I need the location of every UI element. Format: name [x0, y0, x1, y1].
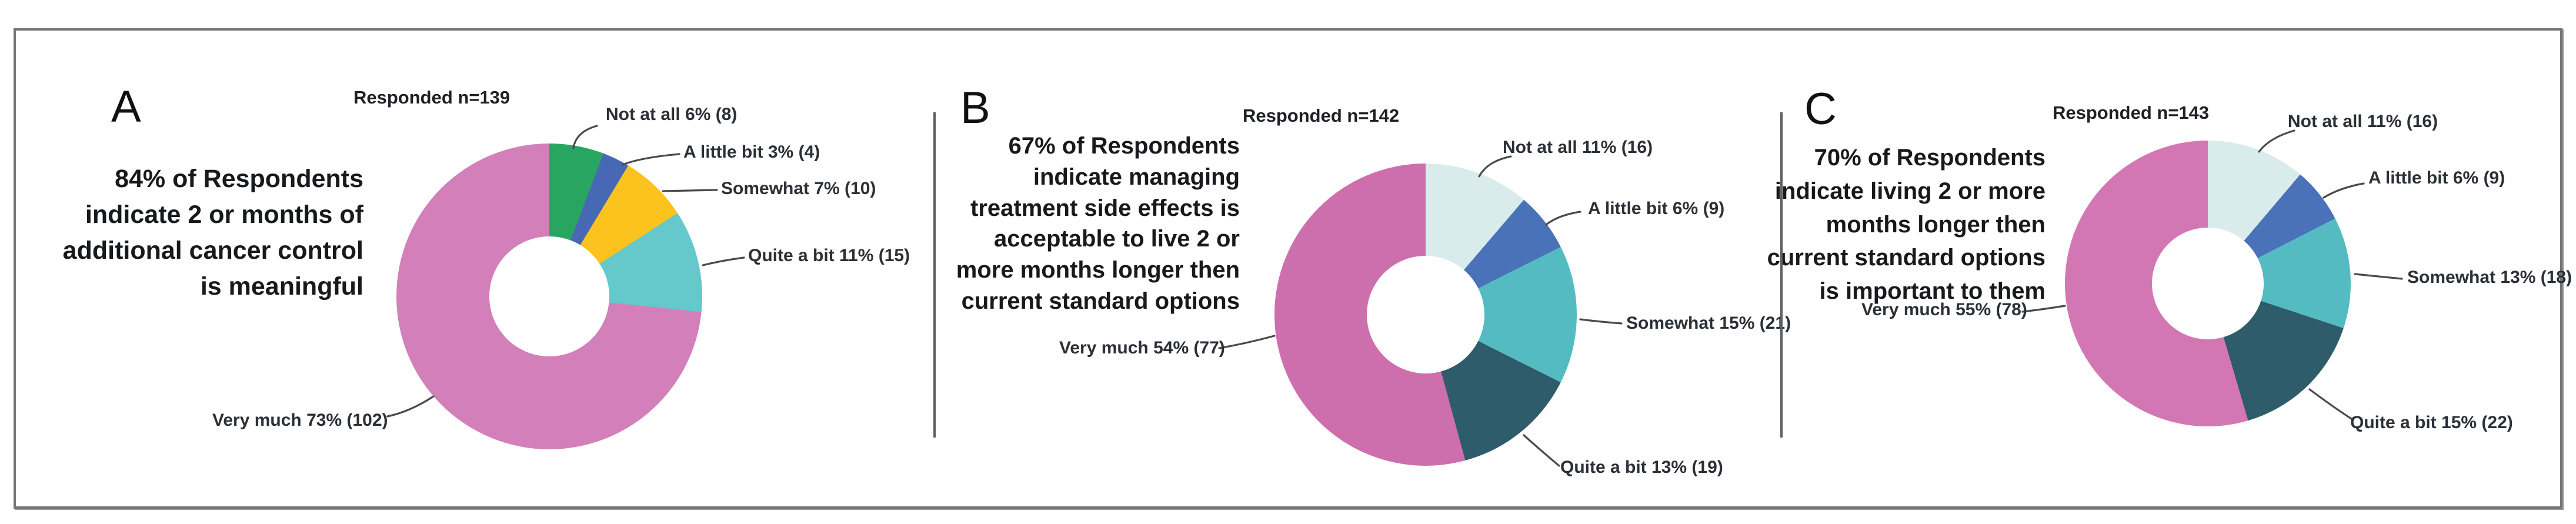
panel-b: B Responded n=142 67% of Respondents ind… — [935, 31, 1791, 506]
panel-c: C Responded n=143 70% of Respondents ind… — [1767, 31, 2572, 506]
leader-line — [2354, 273, 2403, 280]
panel-a: A Responded n=139 84% of Respondents ind… — [16, 31, 935, 506]
title-line: is important to them — [1819, 278, 2046, 305]
donut-chart-a — [396, 143, 702, 449]
title-line: acceptable to live 2 or — [994, 226, 1240, 252]
title-line: is meaningful — [200, 272, 363, 301]
donut-hole — [2152, 228, 2264, 339]
panel-b-title: 67% of Respondents indicate managing tre… — [956, 131, 1240, 317]
title-line: 67% of Respondents — [1008, 133, 1240, 159]
panel-b-responded-count: Responded n=142 — [1243, 105, 1400, 126]
leader-line — [2323, 182, 2365, 199]
title-line: current standard options — [1767, 245, 2046, 271]
title-line: months longer then — [1826, 211, 2046, 238]
donut-hole — [489, 236, 609, 356]
slice-label-quite-a-bit: Quite a bit 15% (22) — [2350, 413, 2513, 432]
title-line: additional cancer control — [62, 236, 363, 265]
panel-c-title: 70% of Respondents indicate living 2 or … — [1767, 141, 2046, 308]
slice-label-a-little-bit: A little bit 6% (9) — [2368, 168, 2505, 188]
leader-line — [662, 189, 718, 192]
leader-line — [2258, 129, 2295, 153]
panel-c-responded-count: Responded n=143 — [2053, 102, 2210, 123]
title-line: current standard options — [961, 288, 1240, 314]
panel-divider-bc — [1780, 112, 1783, 438]
panel-b-letter: B — [960, 83, 990, 133]
leader-line — [2308, 388, 2354, 421]
slice-label-quite-a-bit: Quite a bit 11% (15) — [748, 246, 910, 265]
slice-label-somewhat: Somewhat 15% (21) — [1626, 313, 1791, 333]
leader-line — [1579, 318, 1623, 325]
slice-label-somewhat: Somewhat 7% (10) — [721, 179, 876, 198]
leader-line — [702, 256, 745, 266]
slice-label-quite-a-bit: Quite a bit 13% (19) — [1560, 458, 1723, 477]
panel-a-responded-count: Responded n=139 — [353, 87, 510, 108]
title-line: 84% of Respondents — [115, 165, 363, 193]
donut-hole — [1367, 256, 1484, 373]
title-line: indicate managing — [1033, 163, 1240, 190]
slice-label-a-little-bit: A little bit 6% (9) — [1588, 199, 1725, 218]
slice-label-not-at-all: Not at all 6% (8) — [606, 105, 738, 124]
slice-label-not-at-all: Not at all 11% (16) — [2288, 112, 2438, 131]
leader-line — [622, 153, 680, 166]
slice-label-very-much: Very much 54% (77) — [1059, 338, 1225, 358]
donut-chart-b — [1274, 163, 1577, 466]
title-line: more months longer then — [956, 257, 1240, 283]
title-line: 70% of Respondents — [1814, 145, 2046, 171]
leader-line — [1478, 155, 1512, 178]
leader-line — [1523, 434, 1560, 467]
leader-line — [1545, 211, 1581, 226]
leader-line — [1218, 335, 1276, 349]
leader-line — [572, 125, 598, 149]
slice-label-very-much: Very much 73% (102) — [212, 410, 388, 430]
title-line: treatment side effects is — [970, 195, 1240, 221]
title-line: indicate living 2 or more — [1774, 178, 2046, 204]
slice-label-not-at-all: Not at all 11% (16) — [1503, 138, 1653, 157]
panel-c-letter: C — [1804, 84, 1837, 134]
figure-frame: A Responded n=139 84% of Respondents ind… — [14, 28, 2572, 509]
slice-label-somewhat: Somewhat 13% (18) — [2407, 268, 2572, 287]
leader-line — [386, 395, 435, 418]
panel-a-letter: A — [111, 82, 141, 132]
donut-chart-c — [2065, 141, 2351, 426]
panel-a-title: 84% of Respondents indicate 2 or months … — [63, 161, 363, 305]
panel-divider-ab — [933, 112, 936, 438]
slice-label-very-much: Very much 55% (78) — [1861, 300, 2027, 319]
slice-label-a-little-bit: A little bit 3% (4) — [683, 142, 820, 162]
title-line: indicate 2 or months of — [85, 201, 363, 229]
